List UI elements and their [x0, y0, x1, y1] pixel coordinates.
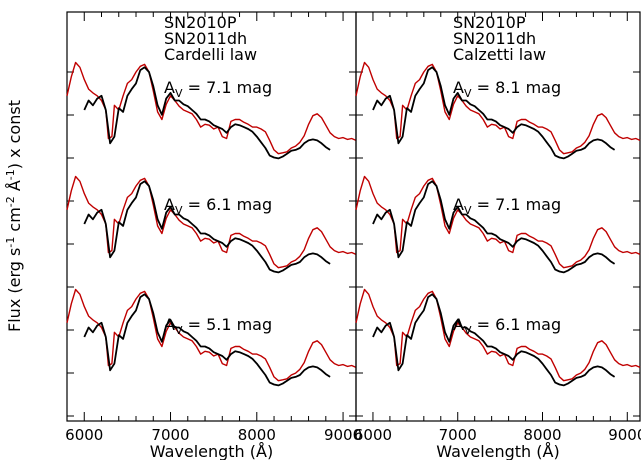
x-tick-label: 9000 [324, 426, 362, 444]
spectrum-row-1: AV = 7.1 mag [66, 61, 357, 160]
series-sn2010p [372, 66, 616, 160]
legend-sn2010p: SN2010P [453, 13, 526, 32]
x-tick-label: 9000 [608, 426, 641, 444]
extinction-value-label: AV = 7.1 mag [164, 78, 272, 100]
series-sn2010p [372, 293, 616, 387]
series-sn2011dh [66, 288, 357, 382]
series-sn2010p [83, 66, 331, 160]
spectrum-row-1: AV = 8.1 mag [355, 61, 641, 160]
x-tick-label: 8000 [523, 426, 561, 444]
extinction-value-label: AV = 7.1 mag [453, 195, 561, 217]
spectrum-row-3: AV = 6.1 mag [355, 288, 641, 387]
spectrum-row-3: AV = 5.1 mag [66, 288, 357, 387]
x-tick-label: 7000 [439, 426, 477, 444]
series-sn2010p [83, 180, 331, 274]
x-axis-label: Wavelength (Å) [436, 442, 559, 460]
series-sn2011dh [66, 61, 357, 155]
x-tick-label: 6000 [354, 426, 392, 444]
extinction-value-label: AV = 6.1 mag [453, 315, 561, 337]
extinction-value-label: AV = 5.1 mag [164, 315, 272, 337]
y-axis-label: Flux (erg s-1 cm-2 Å-1) x const [4, 100, 24, 332]
series-sn2011dh [355, 288, 641, 382]
panel-1: 6000 7000 8000 9000 Wavelength (Å) SN2010PSN2… [65, 11, 362, 460]
svg-text:Flux (erg s-1 cm-2 Å-1) x cons: Flux (erg s-1 cm-2 Å-1) x const [4, 100, 24, 332]
series-sn2011dh [355, 175, 641, 269]
extinction-value-label: AV = 6.1 mag [164, 195, 272, 217]
extinction-law-label: Cardelli law [164, 45, 257, 64]
panel-2: 6000 7000 8000 9000 Wavelength (Å) SN2010PSN2… [354, 11, 641, 460]
extinction-law-label: Calzetti law [453, 45, 546, 64]
series-sn2011dh [66, 175, 357, 269]
legend-sn2011dh: SN2011dh [164, 29, 247, 48]
spectrum-row-2: AV = 6.1 mag [66, 175, 357, 274]
plot-frame [66, 11, 357, 422]
spectrum-row-2: AV = 7.1 mag [355, 175, 641, 274]
legend-sn2011dh: SN2011dh [453, 29, 536, 48]
x-tick-label: 6000 [65, 426, 103, 444]
x-tick-label: 7000 [151, 426, 189, 444]
x-tick-label: 8000 [238, 426, 276, 444]
legend-sn2010p: SN2010P [164, 13, 237, 32]
plot-frame [355, 11, 641, 422]
x-axis-label: Wavelength (Å) [150, 442, 273, 460]
series-sn2010p [83, 293, 331, 387]
series-sn2011dh [355, 61, 641, 155]
extinction-value-label: AV = 8.1 mag [453, 78, 561, 100]
series-sn2010p [372, 180, 616, 274]
